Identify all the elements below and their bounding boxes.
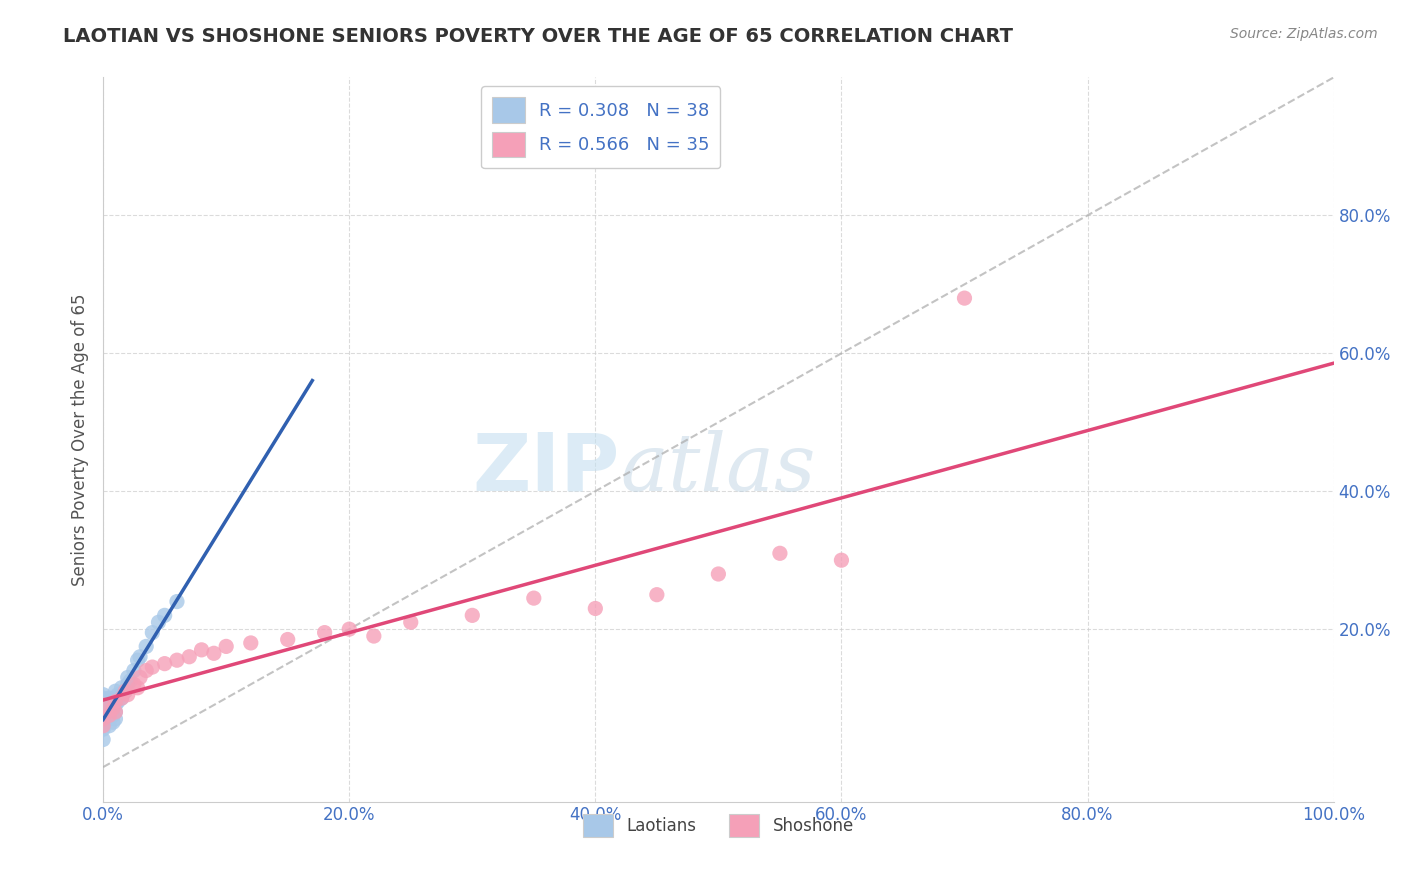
Point [166, 594, 188, 608]
Text: LAOTIAN VS SHOSHONE SENIORS POVERTY OVER THE AGE OF 65 CORRELATION CHART: LAOTIAN VS SHOSHONE SENIORS POVERTY OVER… [63, 27, 1014, 45]
Point [166, 653, 188, 667]
Point [135, 640, 157, 654]
Point [153, 657, 176, 671]
Point [314, 625, 336, 640]
Point [91, 695, 114, 709]
Point [98, 691, 121, 706]
Text: ZIP: ZIP [472, 429, 620, 508]
Point [117, 688, 139, 702]
Point [101, 701, 124, 715]
Point [148, 615, 170, 630]
Text: atlas: atlas [620, 430, 815, 508]
Point [104, 705, 127, 719]
Point [127, 653, 149, 667]
Point [399, 615, 422, 630]
Point [104, 695, 127, 709]
Point [91, 688, 114, 702]
Point [141, 660, 163, 674]
Point [91, 712, 114, 726]
Point [202, 646, 225, 660]
Point [98, 698, 121, 712]
Point [129, 649, 152, 664]
Point [101, 708, 124, 723]
Point [117, 677, 139, 691]
Point [104, 698, 127, 712]
Point [337, 622, 360, 636]
Point [98, 708, 121, 723]
Point [91, 691, 114, 706]
Point [523, 591, 546, 606]
Point [101, 695, 124, 709]
Point [98, 705, 121, 719]
Point [110, 681, 132, 695]
Point [110, 691, 132, 706]
Point [91, 719, 114, 733]
Point [135, 664, 157, 678]
Point [91, 732, 114, 747]
Point [91, 701, 114, 715]
Point [120, 673, 142, 688]
Point [91, 698, 114, 712]
Point [104, 712, 127, 726]
Point [141, 625, 163, 640]
Point [277, 632, 299, 647]
Point [363, 629, 385, 643]
Point [91, 715, 114, 730]
Point [153, 608, 176, 623]
Point [179, 649, 201, 664]
Point [107, 688, 129, 702]
Point [707, 566, 730, 581]
Point [127, 681, 149, 695]
Point [107, 695, 129, 709]
Point [98, 719, 121, 733]
Point [953, 291, 976, 305]
Point [769, 546, 792, 560]
Point [98, 712, 121, 726]
Point [129, 670, 152, 684]
Point [583, 601, 606, 615]
Point [239, 636, 262, 650]
Y-axis label: Seniors Poverty Over the Age of 65: Seniors Poverty Over the Age of 65 [72, 293, 89, 586]
Point [461, 608, 484, 623]
Point [91, 722, 114, 736]
Legend: Laotians, Shoshone: Laotians, Shoshone [576, 807, 860, 844]
Point [114, 684, 136, 698]
Point [110, 691, 132, 706]
Point [122, 664, 145, 678]
Point [645, 588, 668, 602]
Point [190, 643, 212, 657]
Point [101, 715, 124, 730]
Point [104, 684, 127, 698]
Point [104, 705, 127, 719]
Point [114, 684, 136, 698]
Point [215, 640, 238, 654]
Point [117, 670, 139, 684]
Point [91, 698, 114, 712]
Point [91, 705, 114, 719]
Point [122, 677, 145, 691]
Text: Source: ZipAtlas.com: Source: ZipAtlas.com [1230, 27, 1378, 41]
Point [91, 708, 114, 723]
Point [830, 553, 852, 567]
